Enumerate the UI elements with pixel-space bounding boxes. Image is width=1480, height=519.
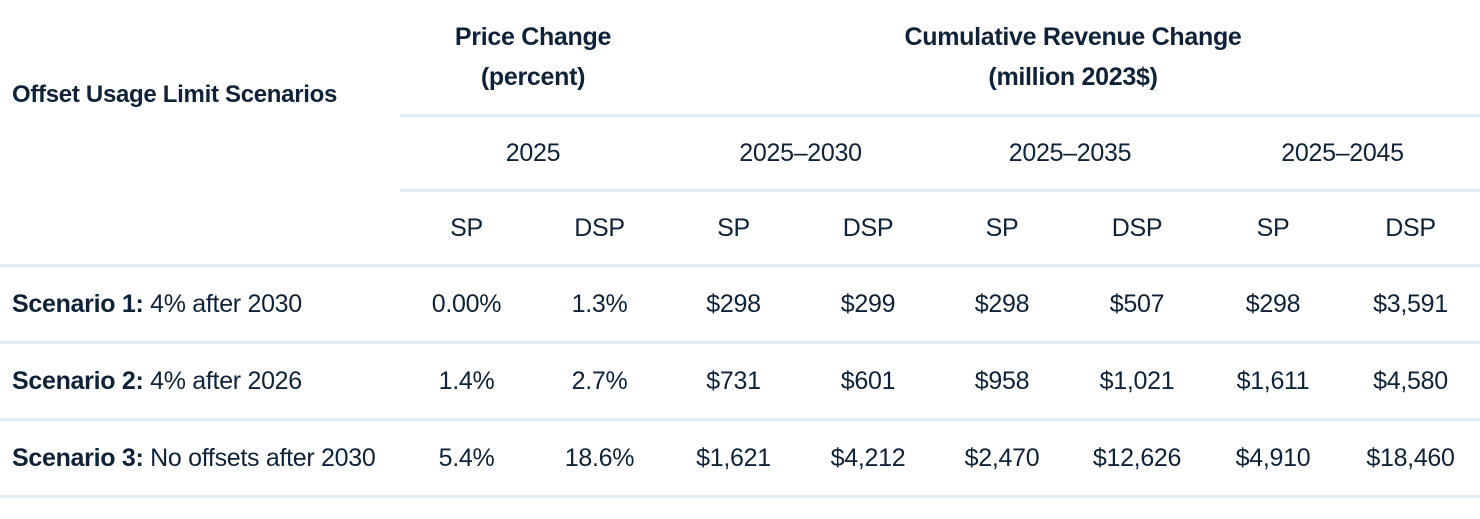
sub-header-sp: SP	[450, 213, 483, 242]
table-cell: $18,460	[1366, 443, 1455, 472]
sub-header-row: SP DSP SP DSP SP DSP SP DSP	[0, 191, 1480, 266]
row-header-label: Offset Usage Limit Scenarios	[12, 81, 338, 109]
scenario-description: No offsets after 2030	[143, 443, 376, 472]
group-header-row: Offset Usage Limit Scenarios Price Chang…	[0, 0, 1480, 117]
table-cell: $601	[840, 366, 896, 395]
table-cell: $731	[706, 366, 761, 395]
table-cell: 0.00%	[431, 289, 502, 318]
scenario-label: Scenario 3: No offsets after 2030	[0, 420, 400, 497]
scenario-label: Scenario 1: 4% after 2030	[0, 266, 400, 343]
period-2035-header: 2025–2035	[935, 115, 1205, 192]
sub-header-sp: SP	[985, 213, 1019, 242]
scenario-table: Offset Usage Limit Scenarios Price Chang…	[0, 0, 1480, 497]
sub-header-sp: SP	[1256, 213, 1290, 242]
period-2030-header: 2025–2030	[666, 115, 935, 192]
table-cell: 18.6%	[564, 443, 635, 472]
price-change-unit: (percent)	[480, 63, 586, 91]
scenario-name: Scenario 2:	[12, 366, 144, 395]
table-cell: $298	[974, 289, 1030, 318]
table-cell: $298	[1245, 289, 1301, 318]
table-cell: $4,910	[1235, 443, 1311, 472]
table-cell: $1,021	[1099, 366, 1175, 395]
sub-header-sp: SP	[717, 213, 750, 242]
table-cell: $2,470	[964, 443, 1040, 472]
revenue-change-title: Cumulative Revenue Change	[904, 23, 1242, 51]
sub-header-dsp: DSP	[842, 213, 894, 242]
table-row: Scenario 2: 4% after 2026 1.4% 2.7% $731…	[0, 343, 1480, 420]
year-2025-header: 2025	[400, 115, 666, 192]
table-cell: $299	[840, 289, 896, 318]
table-cell: $958	[974, 366, 1030, 395]
table-cell: $1,611	[1236, 366, 1310, 395]
scenario-name: Scenario 1:	[12, 289, 144, 318]
year-header-row: 2025 2025–2030 2025–2035 2025–2045	[0, 115, 1480, 192]
sub-header-empty	[0, 191, 400, 266]
table-cell: $298	[706, 289, 761, 318]
sub-header-dsp: DSP	[574, 213, 625, 242]
table-cell: $4,212	[830, 443, 906, 472]
revenue-change-unit: (million 2023$)	[988, 63, 1158, 91]
price-change-title: Price Change	[454, 23, 612, 51]
table-cell: 5.4%	[438, 443, 495, 472]
sub-header-dsp: DSP	[1111, 213, 1163, 242]
scenario-label: Scenario 2: 4% after 2026	[0, 343, 400, 420]
period-2045-header: 2025–2045	[1205, 115, 1480, 192]
sub-header-dsp: DSP	[1385, 213, 1436, 242]
table-cell: 2.7%	[571, 366, 628, 395]
revenue-change-header: Cumulative Revenue Change (million 2023$…	[666, 0, 1480, 117]
table-cell: $4,580	[1373, 366, 1448, 395]
table-cell: $12,626	[1092, 443, 1182, 472]
table-row: Scenario 3: No offsets after 2030 5.4% 1…	[0, 420, 1480, 497]
table-cell: 1.4%	[438, 366, 495, 395]
price-change-header: Price Change (percent)	[400, 0, 666, 117]
table-cell: 1.3%	[571, 289, 628, 318]
scenario-description: 4% after 2026	[143, 366, 302, 395]
scenario-description: 4% after 2030	[143, 289, 302, 318]
scenario-name: Scenario 3:	[12, 443, 144, 472]
table-cell: $507	[1109, 289, 1165, 318]
table-row: Scenario 1: 4% after 2030 0.00% 1.3% $29…	[0, 266, 1480, 343]
table-cell: $1,621	[696, 443, 771, 472]
table-cell: $3,591	[1373, 289, 1448, 318]
